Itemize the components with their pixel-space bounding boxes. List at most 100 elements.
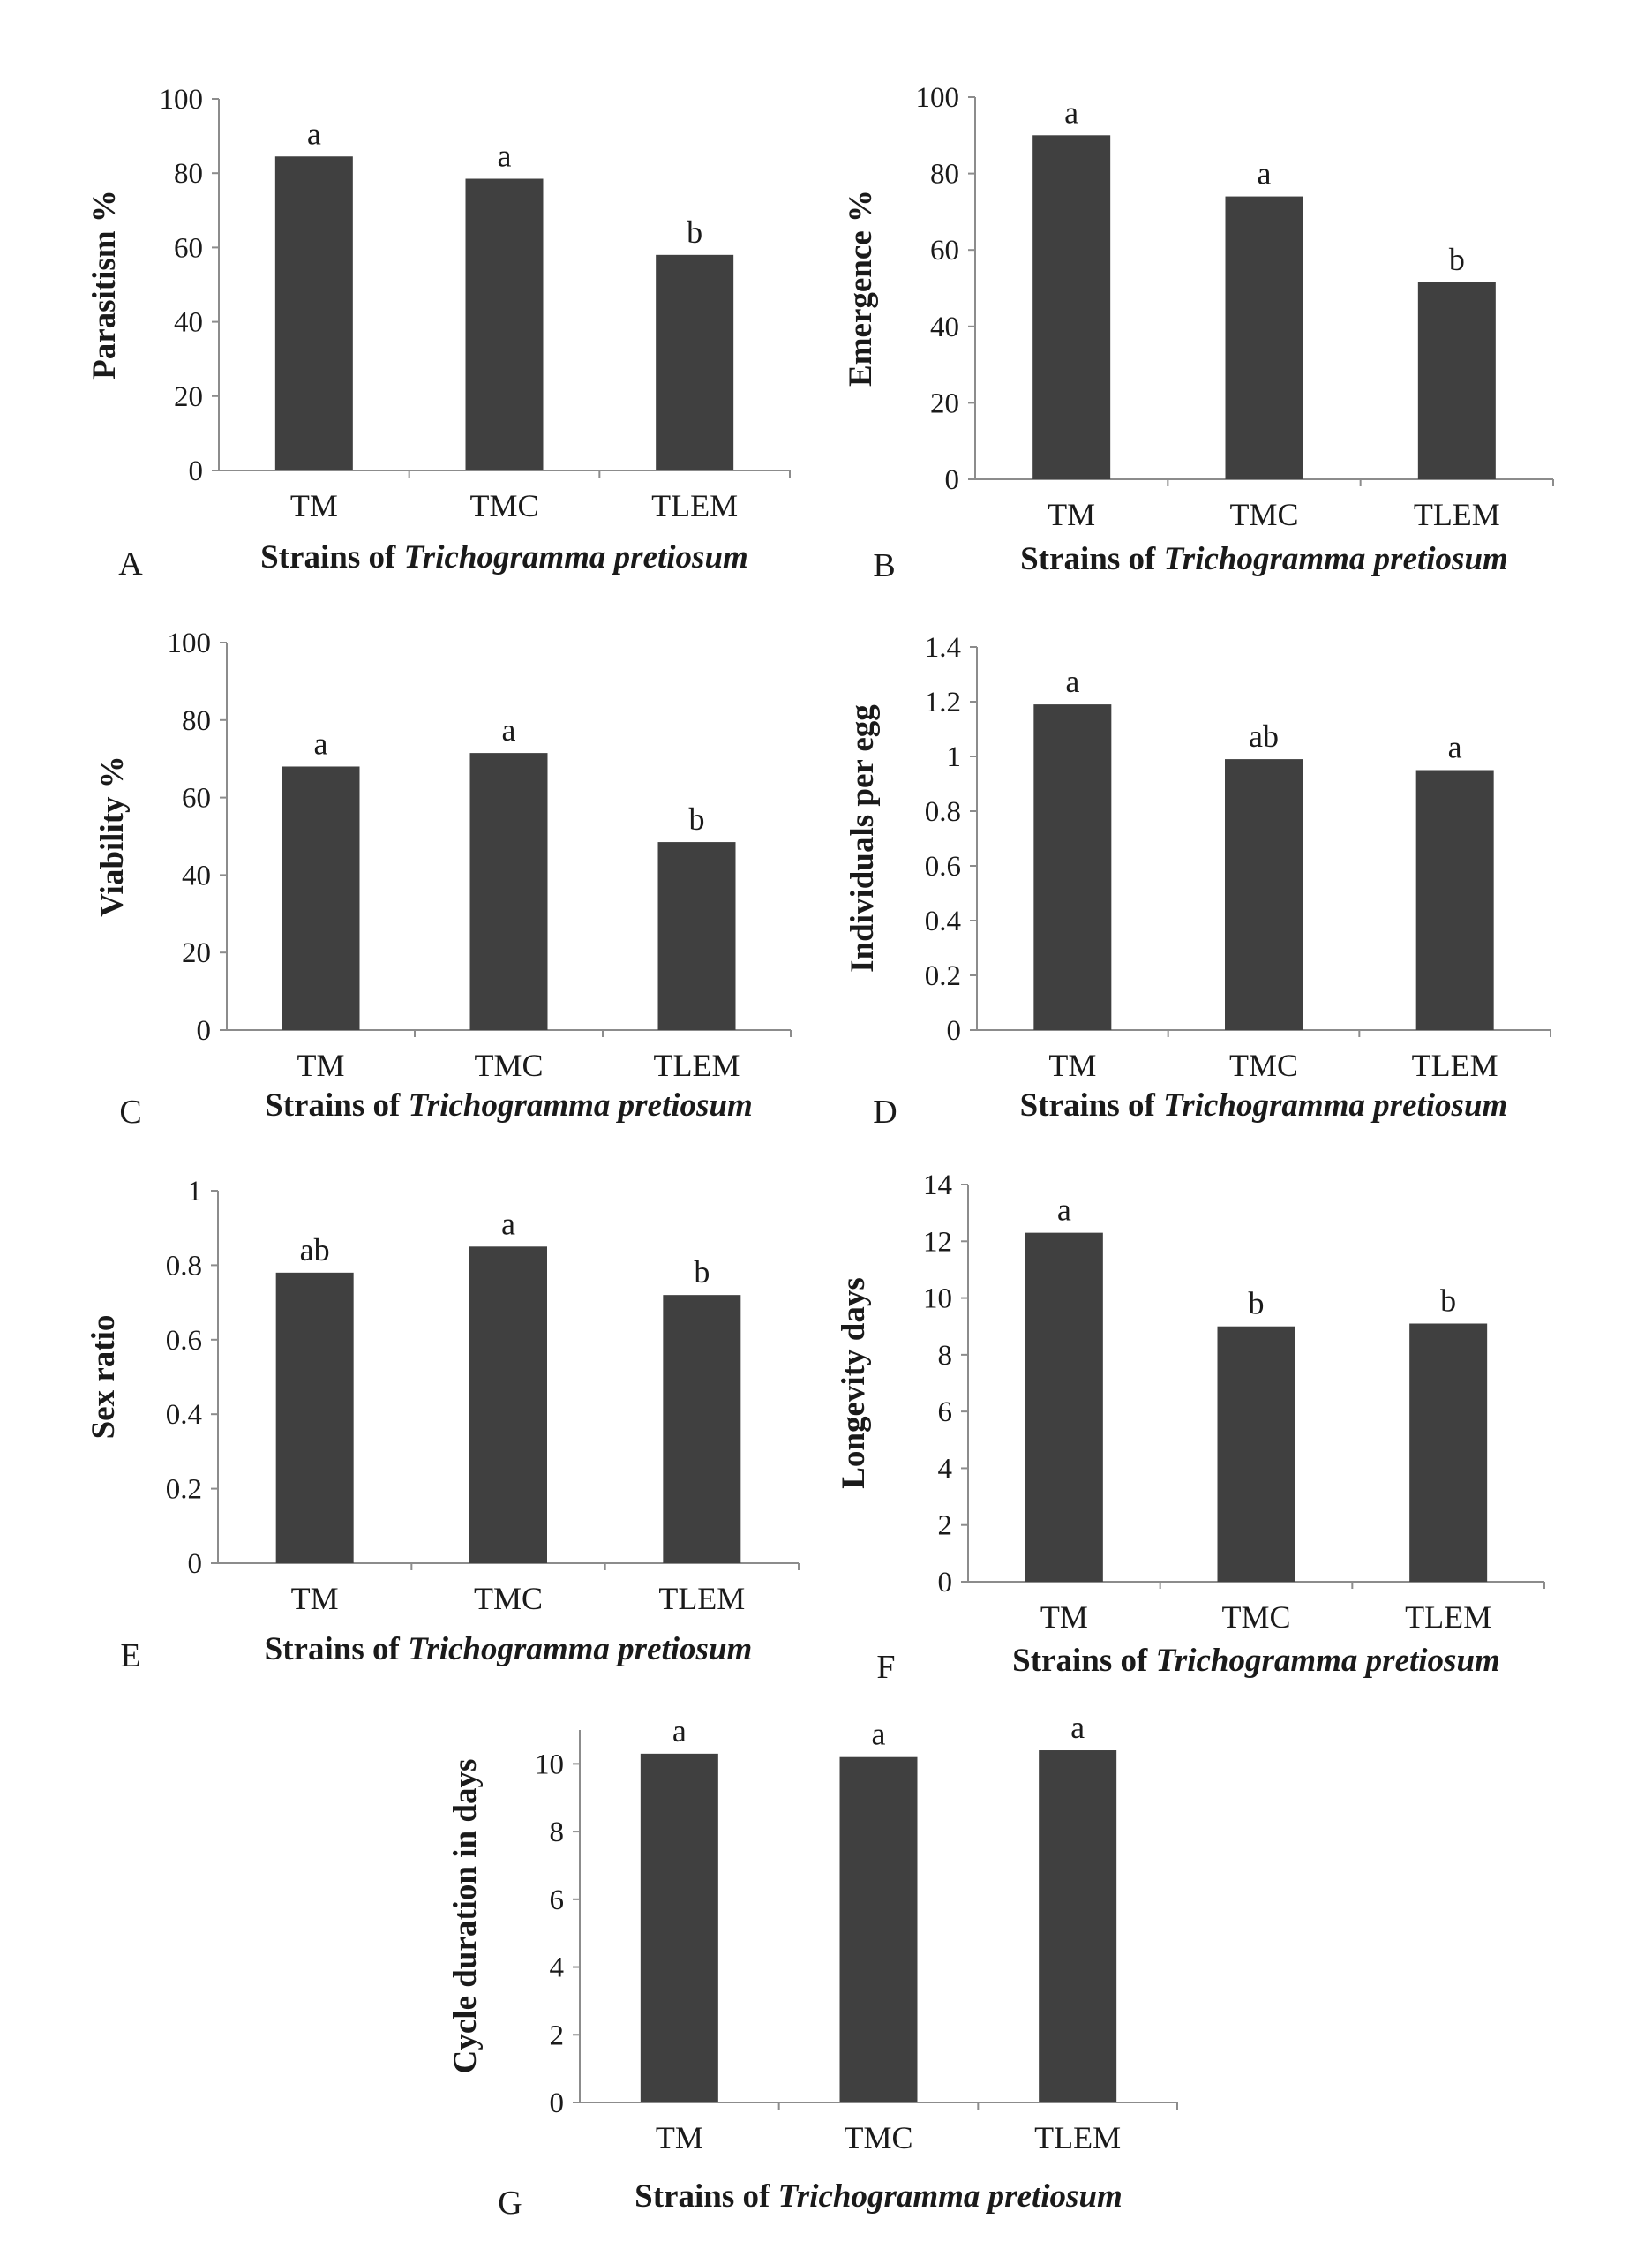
y-tick-label: 60 — [930, 235, 959, 267]
bar-tm — [640, 1753, 718, 2102]
significance-label-tmc: a — [1258, 156, 1272, 192]
y-tick-label: 6 — [550, 1884, 565, 1916]
bar-tlem — [1039, 1750, 1117, 2102]
y-tick-label: 0.2 — [925, 960, 961, 992]
panel-letter: C — [119, 1094, 141, 1131]
y-tick-label: 4 — [550, 1952, 565, 1984]
y-tick-label: 0.4 — [166, 1399, 202, 1431]
x-axis-title-prefix: Strains of — [265, 1087, 408, 1124]
y-tick-label: 0 — [189, 455, 204, 487]
x-axis-title: Strains of Trichogramma pretiosum — [260, 539, 748, 575]
y-tick-label: 0 — [945, 464, 960, 496]
y-axis-title: Cycle duration in days — [447, 1759, 484, 2074]
y-tick-label: 40 — [174, 307, 203, 339]
category-label-tm: TM — [291, 1581, 339, 1616]
bar-tmc — [839, 1756, 918, 2102]
y-axis-title: Emergence % — [843, 190, 879, 387]
category-label-tlem: TLEM — [1414, 497, 1500, 532]
y-tick-label: 0.8 — [925, 796, 961, 828]
bar-tlem — [663, 1295, 741, 1563]
panel-g: 0 2 4 6 8 10 a TM a TMC a TLEM Cycle duration in day… — [447, 1710, 1178, 2222]
y-tick-label: 60 — [174, 232, 203, 264]
category-label-tm: TM — [297, 1048, 345, 1083]
significance-label-tm: a — [1057, 1192, 1071, 1228]
panel-letter: F — [876, 1649, 895, 1686]
x-axis-title-prefix: Strains of — [260, 539, 403, 575]
category-label-tmc: TMC — [1221, 1599, 1290, 1635]
panel-d: 0 0.2 0.4 0.6 0.8 1 1.2 1.4 a TM ab TMC a TLEM Individ… — [845, 632, 1551, 1131]
y-tick-label: 0 — [188, 1548, 203, 1580]
category-label-tlem: TLEM — [1412, 1048, 1498, 1083]
y-tick-label: 10 — [923, 1283, 952, 1315]
x-axis-title-species: Trichogramma pretiosum — [1156, 1643, 1500, 1679]
x-axis-title: Strains of Trichogramma pretiosum — [265, 1631, 753, 1667]
y-tick-label: 80 — [182, 705, 211, 737]
bar-tlem — [657, 842, 736, 1030]
y-tick-label: 8 — [550, 1816, 565, 1848]
category-label-tm: TM — [1048, 497, 1095, 532]
bar-tlem — [656, 254, 734, 470]
category-label-tmc: TMC — [474, 1581, 543, 1616]
significance-label-tm: a — [314, 726, 328, 761]
category-label-tm: TM — [1040, 1599, 1088, 1635]
bar-tm — [1033, 704, 1112, 1030]
significance-label-tm: a — [307, 116, 321, 151]
bar-tmc — [469, 1246, 547, 1563]
panel-f: 0 2 4 6 8 10 12 14 a TM b TMC b TLEM Longevity days Str… — [836, 1170, 1545, 1686]
x-axis-title-species: Trichogramma pretiosum — [409, 1087, 753, 1124]
y-tick-label: 0 — [550, 2087, 565, 2119]
significance-label-tlem: b — [687, 214, 702, 250]
category-label-tmc: TMC — [1229, 1048, 1298, 1083]
significance-label-tmc: a — [872, 1717, 886, 1752]
x-axis-title-species: Trichogramma pretiosum — [1163, 1087, 1507, 1124]
y-tick-label: 2 — [550, 2020, 565, 2051]
y-tick-label: 0.2 — [166, 1474, 202, 1506]
bar-tmc — [469, 753, 548, 1030]
y-tick-label: 0 — [938, 1567, 953, 1598]
category-label-tm: TM — [1048, 1048, 1096, 1083]
x-axis-title-prefix: Strains of — [1020, 1087, 1163, 1124]
significance-label-tmc: a — [501, 1206, 515, 1241]
y-tick-label: 0 — [947, 1015, 962, 1047]
bar-tlem — [1415, 770, 1494, 1030]
y-tick-label: 6 — [938, 1396, 953, 1428]
bar-tmc — [1225, 759, 1303, 1030]
bar-tm — [1025, 1232, 1103, 1582]
category-label-tm: TM — [290, 488, 338, 523]
x-axis-title-species: Trichogramma pretiosum — [404, 539, 748, 575]
significance-label-tm: ab — [300, 1232, 330, 1267]
category-label-tlem: TLEM — [651, 488, 738, 523]
x-axis-title: Strains of Trichogramma pretiosum — [265, 1087, 753, 1124]
panel-e: 0 0.2 0.4 0.6 0.8 1 ab TM a TMC b TLEM Sex ratio Stra… — [86, 1176, 800, 1674]
x-axis-title-prefix: Strains of — [1020, 541, 1163, 577]
x-axis-title-prefix: Strains of — [1012, 1643, 1155, 1679]
y-tick-label: 8 — [938, 1340, 953, 1372]
category-label-tlem: TLEM — [658, 1581, 745, 1616]
category-label-tmc: TMC — [1229, 497, 1298, 532]
significance-label-tmc: b — [1249, 1286, 1265, 1321]
y-tick-label: 14 — [923, 1170, 952, 1201]
y-tick-label: 0.6 — [925, 851, 961, 883]
significance-label-tlem: b — [689, 801, 705, 837]
bar-tmc — [1225, 196, 1303, 479]
y-tick-label: 80 — [174, 158, 203, 190]
y-tick-label: 1.2 — [925, 687, 961, 718]
y-axis-title: Longevity days — [836, 1277, 872, 1489]
bar-tlem — [1409, 1323, 1488, 1582]
bar-tm — [274, 156, 353, 470]
significance-label-tlem: b — [694, 1254, 710, 1290]
panel-b: 0 20 40 60 80 100 a TM a TMC b TLEM Emergence % Strai… — [843, 82, 1554, 584]
y-tick-label: 1 — [947, 741, 962, 773]
y-tick-label: 1.4 — [925, 632, 961, 664]
bar-tm — [282, 766, 360, 1030]
significance-label-tm: a — [672, 1713, 687, 1749]
y-tick-label: 0.6 — [166, 1325, 202, 1357]
y-tick-label: 100 — [168, 628, 212, 659]
y-tick-label: 20 — [174, 381, 203, 413]
y-tick-label: 80 — [930, 159, 959, 191]
significance-label-tlem: a — [1070, 1710, 1085, 1745]
y-axis-title: Viability % — [94, 756, 131, 917]
category-label-tlem: TLEM — [1405, 1599, 1491, 1635]
